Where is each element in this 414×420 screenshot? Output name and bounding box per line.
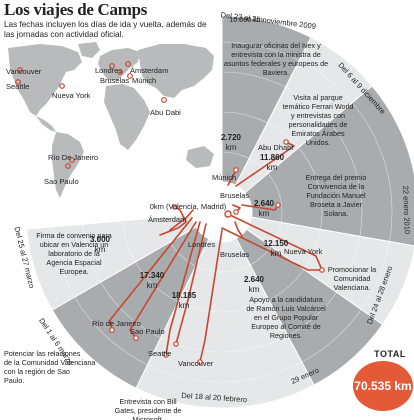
map-cities: Vancouver Seattle Nueva York Londres Ámsterd… [6,61,181,186]
map-dot-8 [161,97,167,103]
route-endpoint-4 [233,209,239,215]
map-dot-10 [65,163,71,169]
trip-description-2: Visita al parque temático Ferrari World y … [283,93,354,147]
map-city-label: Londres [95,66,122,75]
map-city-label: Seattle [6,82,29,91]
route-line-12 [109,217,193,331]
scale-ring-1 [161,151,283,273]
trip-description-7: Entrevista con Bill Gates, presidente de M… [115,397,182,420]
trip-km-5: 12.150 km [264,239,289,258]
route-label-6: Abu Dhabi [258,143,293,152]
route-endpoint-6 [319,267,325,273]
greenland-shape [78,42,100,58]
trip-sector-6 [135,237,315,409]
route-label-7: Nueva York [284,247,323,256]
trip-date-4: 22 enero 2010 [401,186,412,235]
route-endpoint-7 [163,352,169,358]
total-value: 70.535 km [354,379,412,393]
route-label-3: Bruselas [220,250,249,259]
total-badge: 70.535 km [353,361,413,411]
trip-km-4: 2.640 km [254,199,275,218]
trip-description-5: Promocionar la Comunidad Valenciana. [328,265,376,292]
trip-description-1: Inaugurar oficinas del Ivex y entrevista … [224,41,328,77]
trip-sectors [26,15,414,409]
australia-shape [186,146,214,168]
route-endpoint-1 [172,204,178,210]
map-dot-9 [69,157,75,163]
trip-km-6: 2.640 km [244,275,265,294]
trip-km-8: 17.340 km [140,271,165,290]
total-label: TOTAL [374,349,406,359]
route-line-13 [129,221,197,339]
trip-description-6: Apoyo a la candidatura de Ramón Luis Valc… [246,295,326,340]
map-city-label: Múnich [132,76,156,85]
map-city-label: Sao Paulo [44,177,79,186]
route-endpoint-5 [275,202,281,208]
trip-km-9: 3.000 km [90,235,111,254]
map-dot-1 [17,67,23,73]
trip-description-9: Firma de convenio para ubicar en Valencia… [36,231,112,276]
map-dot-3 [59,83,65,89]
central-america-shape [36,116,56,132]
europe-shape [98,48,140,80]
route-label-2: Londres [188,240,215,249]
trip-description-4: Entrega del premio Convivencia de la Funda… [306,173,367,218]
scale-label: 10.000 km [229,15,263,24]
trip-km-3: 2.720 km [221,133,242,152]
map-city-label: Vancouver [6,67,42,76]
africa-shape [104,84,150,150]
route-line-1 [159,206,187,236]
route-endpoint-3 [283,139,289,145]
route-line-3 [227,169,237,186]
world-map: Vancouver Seattle Nueva York Londres Ámsterd… [3,40,217,206]
trip-sector-2 [234,36,373,194]
route-line-7 [234,221,243,237]
map-dot-7 [127,73,133,79]
route-endpoint-9 [197,359,203,365]
trip-description-8: Potenciar las relaciones de la Comunidad … [4,349,95,385]
route-line-2 [169,209,194,231]
map-city-label: Bruselas [100,76,129,85]
south-america-shape [52,132,84,198]
route-label-11: Sao Paulo [130,327,165,336]
map-city-label: Ámsterdam [130,66,168,75]
route-line-11 [199,229,223,363]
route-label-4: Bruselas [220,191,249,200]
north-america-shape [8,44,82,116]
scale-ring-4 [52,41,393,383]
route-origin [224,210,232,218]
map-dot-5 [125,61,131,67]
scale-ring-2 [122,111,323,313]
route-label-8: Seattle [148,349,171,358]
route-endpoint-11 [133,335,139,341]
page-subtitle: Las fechas incluyen los días de ida y vu… [4,20,207,39]
route-label-5: Múnich [212,173,236,182]
route-endpoint-2 [233,167,239,173]
page-title: Los viajes de Camps [4,0,148,19]
scale-ring-3 [82,71,363,353]
route-label-9: Vancouver [178,359,214,368]
route-endpoint-8 [173,341,179,347]
map-dot-6 [117,69,123,75]
map-dot-4 [109,63,115,69]
route-label-1: Ámsterdam [148,215,186,224]
routes [109,139,325,365]
map-city-label: Abu Dabi [150,108,181,117]
route-endpoint-10 [109,327,115,333]
map-city-label: Nueva York [52,91,91,100]
map-city-label: Río De Janeiro [48,153,98,162]
route-line-10 [175,223,207,345]
route-label-10: Río de Janeiro [92,319,141,328]
route-line-9 [165,221,201,356]
trip-km-2: 11.860 km [260,153,285,172]
map-dot-2 [15,79,21,85]
origin-label: 0km (Valencia, Madrid) [150,202,227,211]
asia-shape [138,44,214,98]
route-line-4 [235,141,295,187]
trip-sector-7 [51,226,210,389]
trip-km-7: 18.185 km [172,291,197,310]
trip-sector-4 [245,216,414,326]
